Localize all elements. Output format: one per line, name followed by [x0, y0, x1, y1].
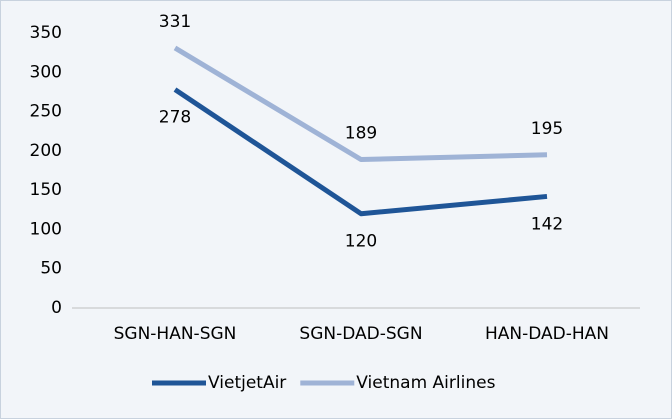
y-tick-label: 300 — [30, 62, 62, 82]
x-tick-label: SGN-DAD-SGN — [299, 324, 422, 344]
data-label: 278 — [159, 108, 191, 128]
y-tick-label: 150 — [30, 180, 62, 200]
x-tick-label: SGN-HAN-SGN — [114, 324, 237, 344]
data-label: 331 — [159, 12, 191, 32]
y-tick-label: 250 — [30, 102, 62, 122]
x-tick-label: HAN-DAD-HAN — [485, 324, 609, 344]
legend-label: VietjetAir — [208, 373, 286, 393]
y-tick-label: 200 — [30, 141, 62, 161]
data-label: 195 — [531, 119, 563, 139]
data-label: 142 — [531, 214, 563, 234]
data-label: 120 — [345, 232, 377, 252]
y-tick-label: 350 — [30, 23, 62, 43]
y-tick-label: 0 — [51, 298, 62, 318]
y-tick-label: 50 — [40, 259, 62, 279]
series-line — [173, 87, 548, 217]
legend-label: Vietnam Airlines — [356, 373, 495, 393]
data-label: 189 — [345, 124, 377, 144]
y-tick-label: 100 — [30, 219, 62, 239]
series-line — [173, 45, 548, 162]
